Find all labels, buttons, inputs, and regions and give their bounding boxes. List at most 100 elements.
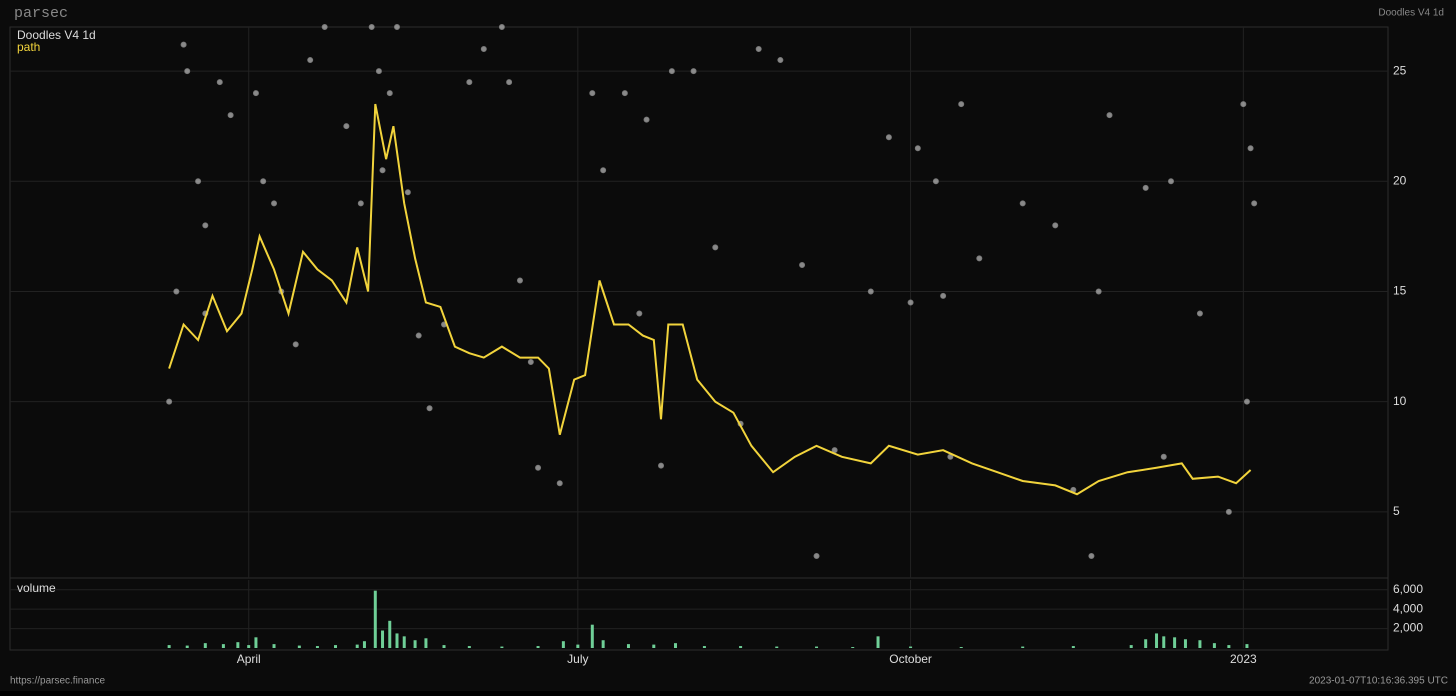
- volume-bar: [1227, 645, 1231, 648]
- price-point: [1167, 178, 1174, 185]
- price-point: [1247, 145, 1254, 152]
- price-point: [958, 101, 965, 108]
- price-point: [180, 41, 187, 48]
- y-tick-label: 15: [1393, 284, 1407, 298]
- price-point: [867, 288, 874, 295]
- volume-bar: [1245, 644, 1249, 648]
- volume-bar: [185, 645, 189, 648]
- price-point: [184, 68, 191, 75]
- volume-frame: [9, 577, 1389, 651]
- price-point: [589, 90, 596, 97]
- price-point: [643, 116, 650, 123]
- price-point: [260, 178, 267, 185]
- y-tick-label: 2,000: [1393, 621, 1423, 635]
- volume-bar: [626, 644, 630, 648]
- volume-bar: [236, 642, 240, 648]
- price-point: [271, 200, 278, 207]
- volume-bar: [1129, 645, 1133, 648]
- volume-bar: [247, 645, 251, 648]
- volume-bar: [373, 590, 377, 648]
- volume-bar: [442, 645, 446, 648]
- price-point: [1196, 310, 1203, 317]
- y-tick-label: 10: [1393, 394, 1407, 408]
- price-point: [404, 189, 411, 196]
- price-point: [415, 332, 422, 339]
- price-point: [1251, 200, 1258, 207]
- price-point: [777, 57, 784, 64]
- volume-bar: [590, 624, 594, 648]
- price-point: [343, 123, 350, 130]
- price-point: [636, 310, 643, 317]
- price-point: [932, 178, 939, 185]
- price-point: [621, 90, 628, 97]
- y-tick-label: 25: [1393, 63, 1407, 77]
- price-point: [658, 462, 665, 469]
- price-point: [535, 464, 542, 471]
- volume-bar: [334, 645, 338, 648]
- header-title: Doodles V4 1d: [1378, 8, 1444, 19]
- volume-bar: [851, 647, 855, 648]
- volume-bar: [424, 638, 428, 648]
- volume-bar: [1183, 639, 1187, 648]
- price-point: [1142, 184, 1149, 191]
- volume-bar: [500, 646, 504, 648]
- volume-bar: [1173, 637, 1177, 648]
- price-point: [1160, 453, 1167, 460]
- volume-bar: [381, 630, 385, 648]
- price-point: [556, 480, 563, 487]
- volume-bar: [467, 646, 471, 648]
- volume-bar: [1155, 633, 1159, 648]
- price-point: [173, 288, 180, 295]
- price-point: [755, 46, 762, 53]
- x-tick-label: 2023: [1230, 652, 1257, 666]
- price-point: [480, 46, 487, 53]
- price-point: [668, 68, 675, 75]
- price-point: [1052, 222, 1059, 229]
- price-point: [813, 552, 820, 559]
- volume-bar: [355, 644, 359, 648]
- volume-bar: [167, 645, 171, 648]
- price-point: [799, 262, 806, 269]
- price-point: [527, 359, 534, 366]
- volume-bar: [221, 644, 225, 648]
- price-point: [1088, 552, 1095, 559]
- timestamp: 2023-01-07T10:16:36.395 UTC: [1309, 676, 1448, 687]
- price-point: [1240, 101, 1247, 108]
- price-point: [252, 90, 259, 97]
- volume-bar: [815, 646, 819, 648]
- volume-bar: [413, 640, 417, 648]
- price-point: [516, 277, 523, 284]
- x-tick-label: October: [889, 652, 932, 666]
- price-point: [379, 167, 386, 174]
- price-point: [227, 112, 234, 119]
- price-point: [357, 200, 364, 207]
- price-point: [690, 68, 697, 75]
- volume-bar: [272, 644, 276, 648]
- volume-bar: [652, 644, 656, 648]
- volume-bar: [561, 641, 565, 648]
- path-line: [168, 103, 1252, 496]
- legend-entry: path: [17, 40, 40, 54]
- y-tick-label: 4,000: [1393, 601, 1423, 615]
- volume-bar: [673, 643, 677, 648]
- volume-bar: [254, 637, 258, 648]
- price-point: [1106, 112, 1113, 119]
- volume-bar: [536, 646, 540, 648]
- volume-bar: [739, 646, 743, 648]
- price-point: [166, 398, 173, 405]
- volume-bar: [1071, 646, 1075, 648]
- volume-bar: [702, 646, 706, 648]
- volume-bar: [601, 640, 605, 648]
- volume-bar: [1021, 646, 1025, 648]
- price-point: [885, 134, 892, 141]
- price-point: [307, 57, 314, 64]
- price-point: [1019, 200, 1026, 207]
- volume-bar: [959, 647, 963, 648]
- volume-bar: [388, 620, 392, 648]
- price-point: [907, 299, 914, 306]
- price-point: [1243, 398, 1250, 405]
- price-point: [976, 255, 983, 262]
